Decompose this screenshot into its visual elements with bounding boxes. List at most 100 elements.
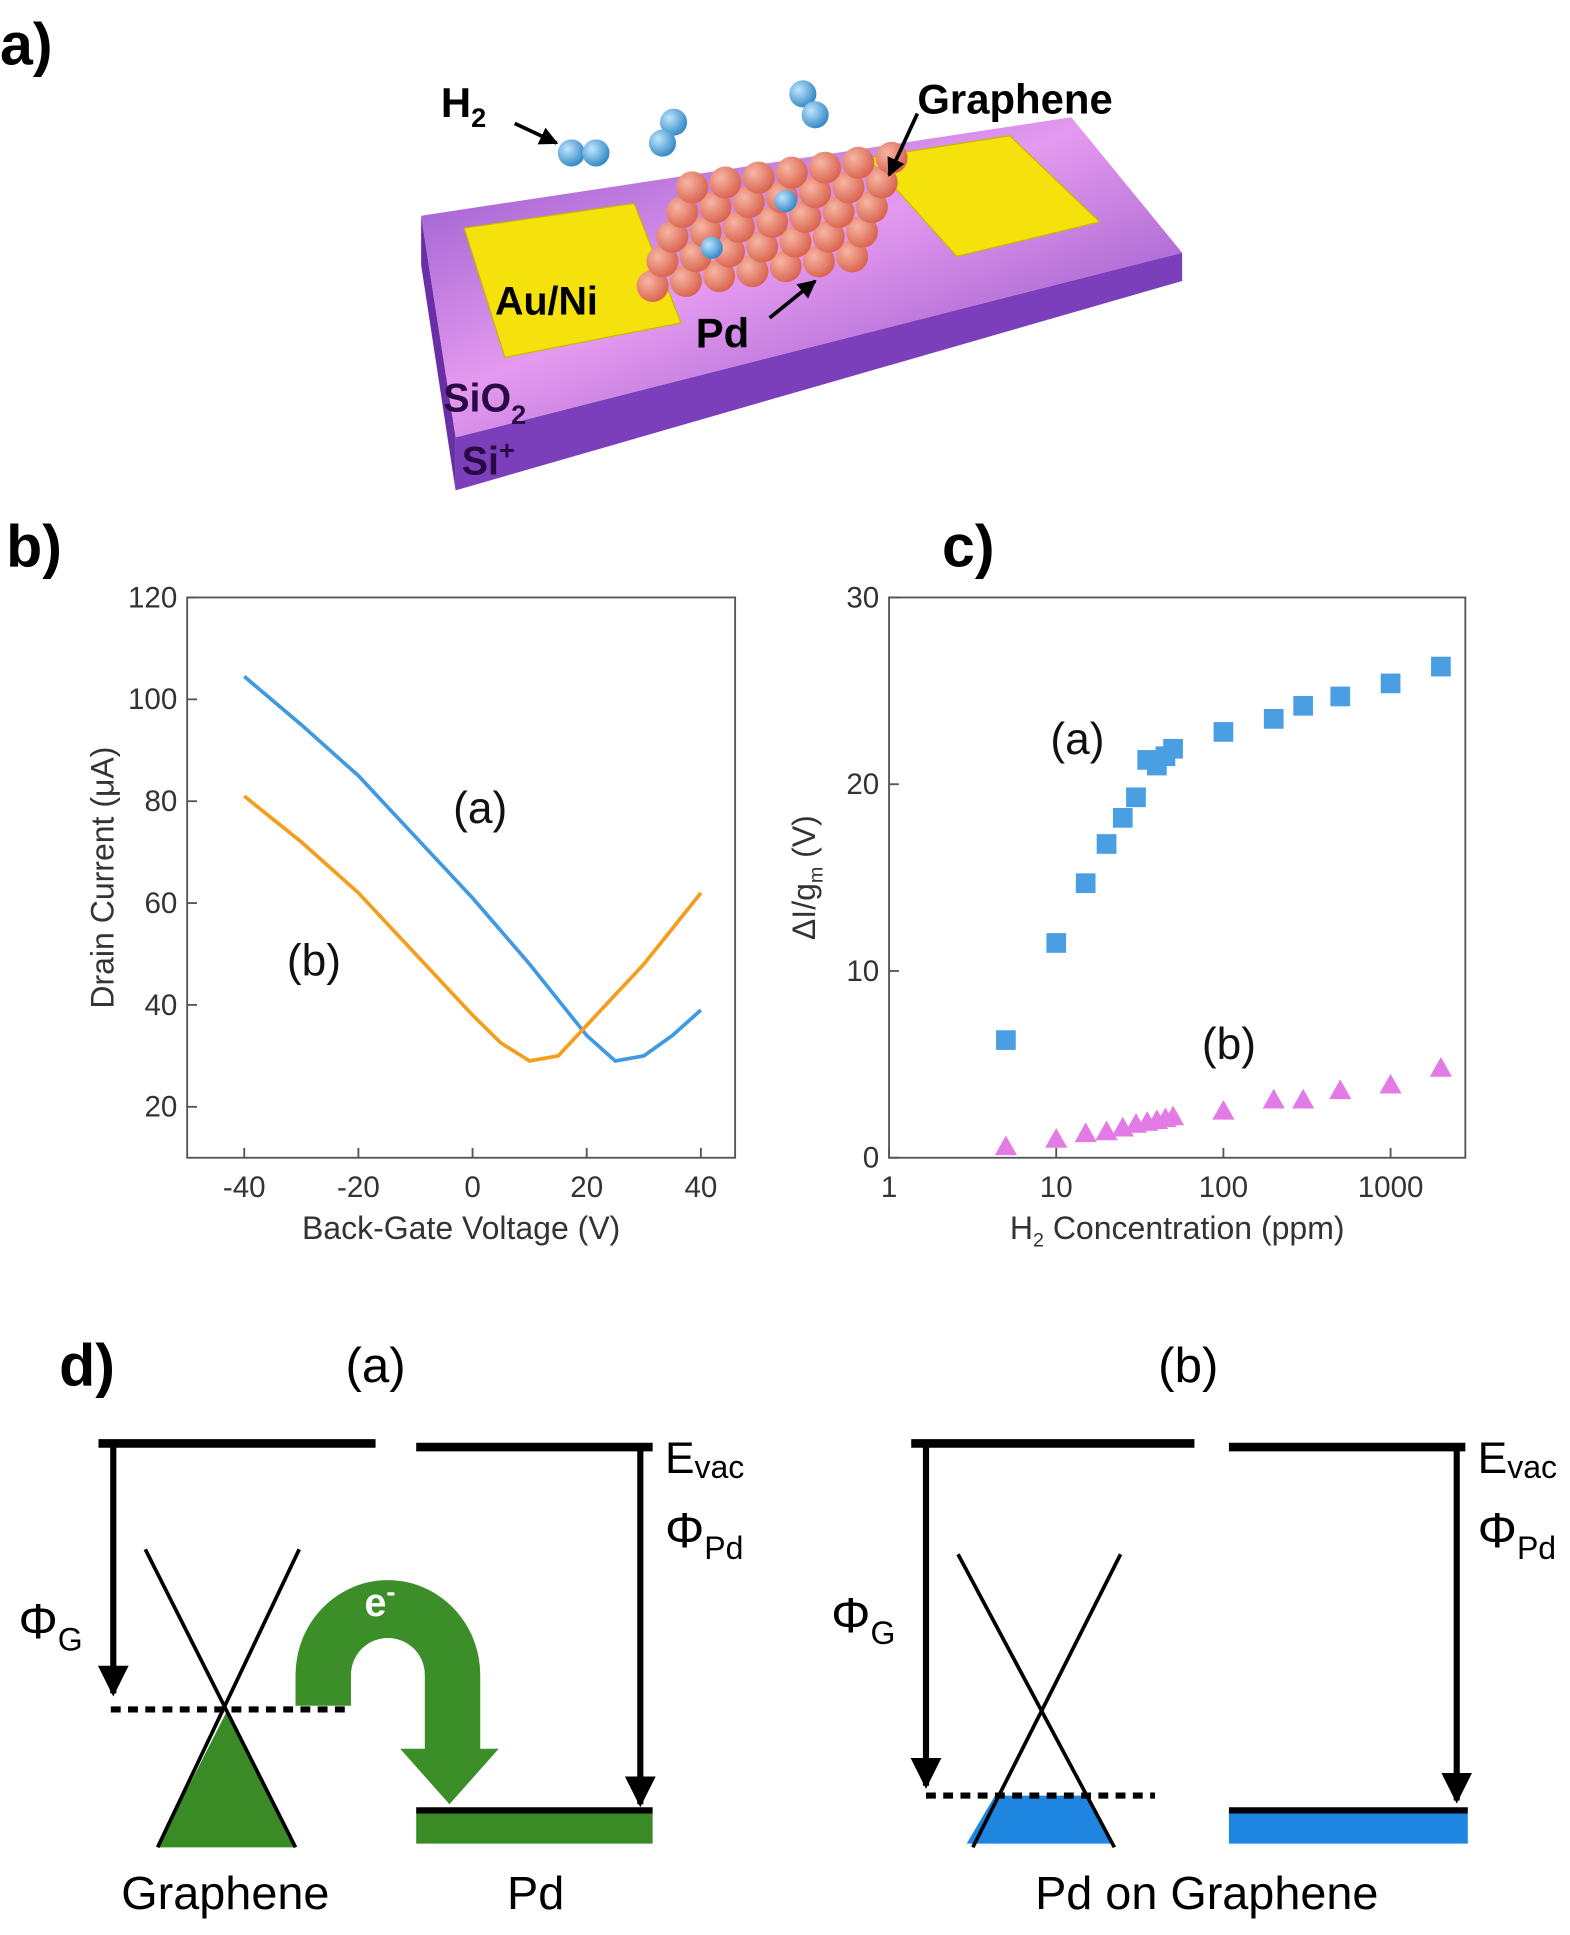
electron-transfer-arrow [295,1580,499,1805]
pd-states [1228,1812,1468,1844]
pd-atom [809,151,842,184]
pd-atom [789,200,822,233]
pd-atom [669,265,702,298]
y-tick-label: 30 [846,581,879,614]
y-tick-label: 100 [128,683,177,716]
x-axis-label: Back-Gate Voltage (V) [302,1210,620,1246]
panel-label: c) [942,513,995,580]
pd-label: Pd [507,1867,564,1919]
pd-atom [736,255,769,288]
pd-atom [746,230,779,263]
pd-atom [703,260,736,293]
arrow [887,112,920,177]
band-diagram: (a) e- Evac ΦPd ΦG Graphene Pd [18,1338,744,1919]
filled-states [966,1795,1112,1844]
label-subscript: m [806,867,828,883]
data-point [1163,738,1183,759]
slab-front [455,252,1183,491]
h-atom [801,101,829,129]
electrode-pad [463,202,682,359]
data-point [1380,673,1401,694]
data-point [1212,1099,1235,1120]
oxide-label: SiO2 [443,377,526,430]
substrate-label: Si+ [462,435,515,484]
series-label: (b) [1202,1020,1256,1069]
electrode-label: Au/Ni [495,279,598,323]
electron-label: e- [364,1576,395,1625]
pd-atom [779,225,812,258]
plot-frame [186,596,737,1159]
h2-label: H2 [441,79,486,133]
data-point [1329,1079,1352,1100]
x-tick-label: 1 [881,1171,897,1204]
pd-atom [769,250,802,283]
diagram-title: (a) [345,1338,405,1393]
pd-atom [666,196,699,229]
arrow [768,279,817,320]
x-tick-label: 40 [684,1171,717,1204]
pd-atom [799,176,832,209]
pd-atom [802,245,835,278]
x-tick-label: 10 [1040,1171,1073,1204]
graphene-label: Graphene [917,76,1112,123]
dirac-cone [143,1548,298,1849]
pd-atom [845,215,878,248]
pd-atom [836,240,869,273]
y-tick-label: 10 [846,955,879,988]
pd-atom [742,161,775,194]
evac-label: Evac [665,1434,744,1485]
phi-pd-label: ΦPd [1478,1503,1556,1566]
data-point [1095,1120,1118,1141]
data-line [243,675,703,1063]
pd-states [416,1812,653,1844]
pd-atom [855,191,888,224]
x-axis-label: H2 Concentration (ppm) [1010,1210,1345,1251]
series-label: (b) [287,937,341,986]
data-point [1429,1057,1452,1077]
label-text: ΔI/g [786,883,822,940]
panel-label: d) [59,1332,115,1399]
y-tick-label: 40 [144,989,177,1022]
y-tick-label: 20 [846,768,879,801]
x-tick-label: -40 [223,1171,266,1204]
label-subscript: 2 [1033,1229,1044,1251]
diagram-title: (b) [1158,1338,1218,1393]
h-atom [648,129,677,157]
label-text: H [1010,1210,1033,1246]
pd-atom [775,156,808,189]
pd-atom [842,146,875,179]
h-atom [700,236,723,259]
pd-atom [646,245,679,278]
label-text: Concentration (ppm) [1044,1210,1345,1246]
x-tick-label: 0 [464,1171,480,1204]
data-point [1213,722,1234,742]
series-label: (a) [1050,715,1104,764]
y-tick-label: 0 [863,1142,879,1175]
pd-atom [709,166,742,199]
data-point [1126,787,1146,808]
h-atom [774,189,797,213]
h-atom [557,139,585,167]
filled-states [157,1709,296,1848]
data-point [1075,873,1096,894]
y-tick-label: 60 [144,887,177,920]
phi-g-label: ΦG [831,1588,895,1651]
h-atom [582,139,610,167]
data-point [1263,709,1284,729]
plot-frame [888,596,1467,1159]
data-point [1074,1122,1097,1143]
y-axis-label: Drain Current (μA) [84,747,120,1009]
slab-side [421,215,456,491]
x-tick-label: 20 [570,1171,603,1204]
data-point [1431,656,1451,677]
y-axis-label: ΔI/gm (V) [786,815,827,940]
evac-label: Evac [1478,1434,1557,1485]
data-point [996,1030,1016,1050]
panel-label: b) [6,513,62,580]
phi-g-label: ΦG [18,1594,82,1657]
x-tick-label: -20 [337,1171,380,1204]
y-tick-label: 80 [144,785,177,818]
data-point [1161,1105,1185,1126]
